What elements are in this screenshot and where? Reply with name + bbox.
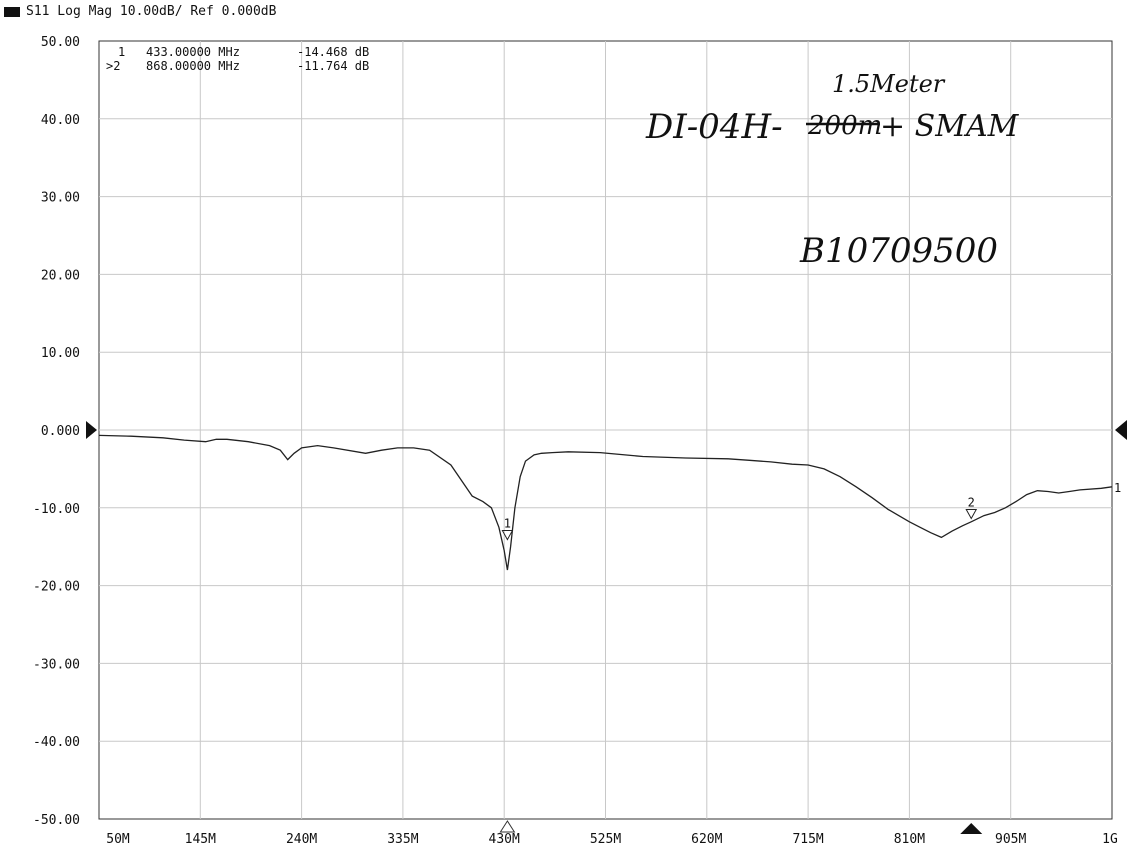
y-tick-label: 50.00 — [41, 35, 80, 50]
x-tick-label: 525M — [590, 832, 621, 847]
x-tick-label: 810M — [894, 832, 925, 847]
trace-end-label: 1 — [1114, 481, 1121, 495]
marker-1-value: -14.468 dB — [297, 45, 369, 59]
marker-2-axis-triangle-icon — [960, 823, 983, 834]
x-tick-label: 145M — [185, 832, 216, 847]
y-tick-labels: 50.00 40.00 30.00 20.00 10.00 0.000 -10.00 -20.… — [33, 35, 80, 828]
y-tick-label: 30.00 — [41, 191, 80, 206]
channel-indicator-icon — [4, 6, 20, 17]
y-tick-label: 40.00 — [41, 113, 80, 128]
y-tick-label: 0.000 — [41, 424, 80, 439]
x-tick-label: 430M — [489, 832, 520, 847]
y-tick-label: 20.00 — [41, 268, 80, 283]
reference-right-arrow-icon — [1115, 420, 1127, 440]
channel-header-text: S11 Log Mag 10.00dB/ Ref 0.000dB — [26, 4, 277, 19]
marker-2-triangle-icon — [965, 509, 978, 520]
y-tick-label: -40.00 — [33, 735, 80, 750]
handwritten-note: 1.5Meter DI-04H- 200m + SMAM B10709500 — [645, 70, 1020, 271]
x-tick-label: 240M — [286, 832, 317, 847]
marker-2-label: 2 — [968, 496, 975, 510]
x-tick-label: 620M — [691, 832, 722, 847]
x-tick-label: 50M — [106, 832, 130, 847]
x-tick-label: 335M — [387, 832, 418, 847]
marker-2-value: -11.764 dB — [297, 59, 369, 73]
marker-2-frequency: 868.00000 MHz — [146, 59, 240, 73]
note-serial: B10709500 — [799, 231, 998, 271]
marker-1-label: 1 — [504, 517, 511, 531]
marker-1-frequency: 433.00000 MHz — [146, 45, 240, 59]
marker-points: 12 — [501, 496, 978, 541]
x-tick-labels: 50M 145M 240M 335M 430M 525M 620M 715M 810M 905M 1… — [106, 832, 1118, 847]
marker-2-prefix: >2 — [106, 59, 120, 73]
marker-readout: 1 433.00000 MHz -14.468 dB >2 868.00000 … — [106, 45, 369, 73]
y-tick-label: 10.00 — [41, 346, 80, 361]
note-model-prefix: DI-04H- — [645, 107, 783, 147]
y-tick-label: -50.00 — [33, 813, 80, 828]
reference-left-arrow-icon — [86, 421, 97, 439]
y-tick-label: -10.00 — [33, 502, 80, 517]
grid — [99, 41, 1112, 819]
x-tick-label: 715M — [792, 832, 823, 847]
x-tick-label: 1G — [1102, 832, 1118, 847]
s11-trace — [98, 434, 1113, 571]
marker-1-axis-triangle-icon — [499, 820, 516, 833]
marker-1-prefix: 1 — [118, 45, 125, 59]
y-tick-label: -30.00 — [33, 657, 80, 672]
note-struck-text: 200m — [807, 111, 882, 141]
note-cable-length: 1.5Meter — [832, 70, 946, 98]
y-tick-label: -20.00 — [33, 580, 80, 595]
channel-header: S11 Log Mag 10.00dB/ Ref 0.000dB — [0, 4, 276, 22]
note-connector: + SMAM — [880, 109, 1020, 144]
marker-1-triangle-icon — [501, 530, 514, 541]
x-tick-label: 905M — [995, 832, 1026, 847]
